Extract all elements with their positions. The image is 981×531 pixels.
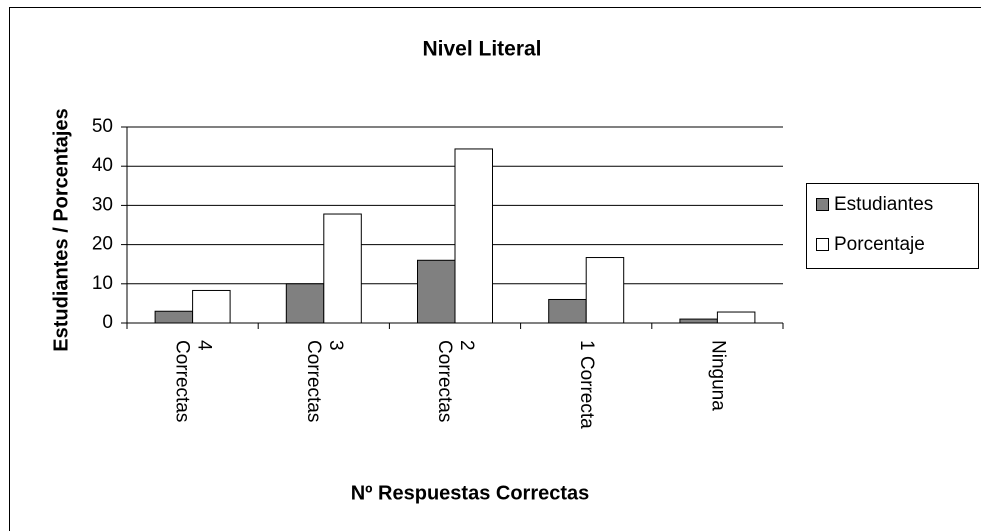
bar: [192, 289, 231, 324]
bar: [548, 298, 587, 324]
legend-swatch: [816, 198, 829, 211]
y-tick-label: 20: [92, 234, 113, 255]
x-tick-label: 3 Correctas: [302, 340, 346, 423]
y-tick-label: 10: [92, 273, 113, 294]
bar: [154, 310, 194, 324]
y-axis-title: Estudiantes / Porcentajes: [50, 108, 72, 351]
legend-box: [806, 183, 979, 269]
x-axis-title: Nº Respuestas Correctas: [351, 482, 590, 504]
y-tick-label: 30: [92, 194, 113, 215]
chart-border: [9, 7, 981, 531]
bar: [585, 257, 625, 324]
x-tick-label: Ninguna: [707, 340, 729, 411]
bar: [417, 259, 456, 324]
legend-label: Estudiantes: [834, 194, 933, 215]
x-tick-label: 2 Correctas: [434, 340, 477, 423]
legend-swatch: [816, 238, 829, 251]
legend-label: Porcentaje: [834, 234, 925, 255]
y-tick-label: 0: [102, 312, 113, 333]
bar: [716, 311, 756, 324]
bar: [679, 318, 718, 324]
bar: [323, 213, 362, 324]
chart-title: Nivel Literal: [422, 38, 541, 61]
x-tick-label: 1 Correcta: [576, 340, 598, 429]
bar: [454, 148, 493, 324]
y-tick-label: 40: [92, 155, 113, 176]
bar: [285, 283, 325, 324]
x-tick-label: 4 Correctas: [171, 340, 215, 423]
y-tick-label: 50: [92, 116, 113, 137]
